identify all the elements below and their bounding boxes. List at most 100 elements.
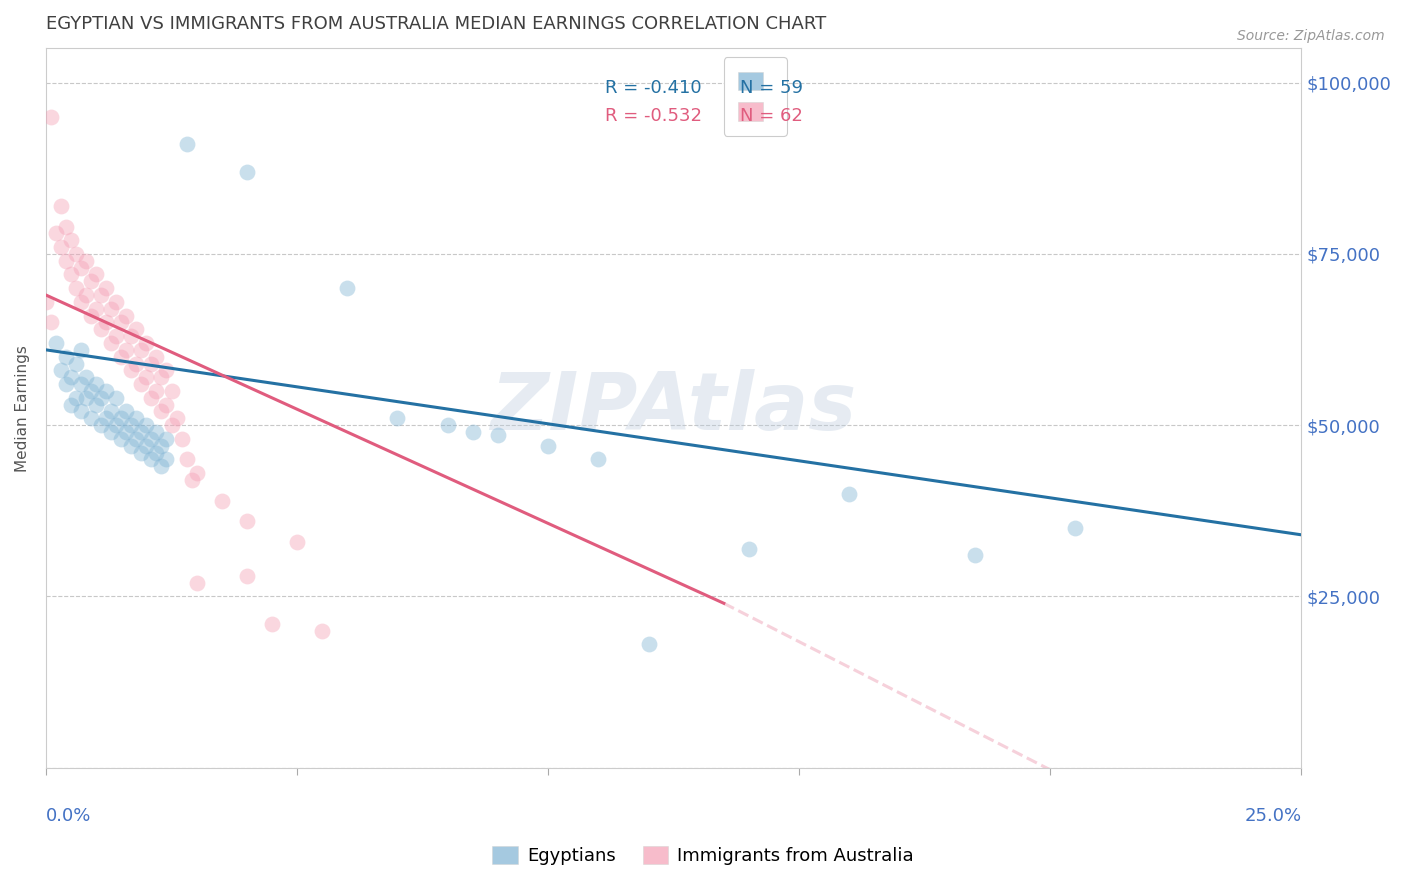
Point — [150, 439, 173, 453]
Point — [65, 357, 87, 371]
Point — [60, 268, 83, 282]
Point — [65, 247, 87, 261]
Point — [96, 281, 118, 295]
Point — [135, 439, 157, 453]
Point — [260, 616, 283, 631]
Text: Source: ZipAtlas.com: Source: ZipAtlas.com — [1237, 29, 1385, 43]
Text: R = -0.410: R = -0.410 — [605, 78, 702, 96]
Point — [84, 398, 107, 412]
Point — [100, 404, 122, 418]
Point — [838, 486, 860, 500]
Point — [84, 301, 107, 316]
Point — [141, 357, 163, 371]
Text: 25.0%: 25.0% — [1244, 807, 1302, 825]
Point — [166, 411, 188, 425]
Text: R = -0.532: R = -0.532 — [605, 107, 702, 126]
Point — [49, 363, 72, 377]
Point — [80, 274, 103, 288]
Point — [90, 288, 112, 302]
Point — [145, 445, 167, 459]
Point — [120, 329, 142, 343]
Point — [110, 411, 132, 425]
Point — [49, 199, 72, 213]
Point — [461, 425, 484, 439]
Point — [80, 411, 103, 425]
Point — [105, 418, 128, 433]
Point — [125, 411, 148, 425]
Point — [145, 384, 167, 398]
Point — [96, 384, 118, 398]
Point — [150, 459, 173, 474]
Point — [100, 336, 122, 351]
Point — [65, 281, 87, 295]
Point — [285, 534, 308, 549]
Point — [110, 432, 132, 446]
Point — [105, 329, 128, 343]
Point — [155, 398, 177, 412]
Point — [436, 418, 458, 433]
Point — [70, 260, 93, 275]
Point — [236, 514, 259, 528]
Point — [141, 391, 163, 405]
Point — [84, 268, 107, 282]
Point — [110, 315, 132, 329]
Point — [135, 370, 157, 384]
Point — [45, 336, 67, 351]
Point — [135, 418, 157, 433]
Point — [131, 377, 153, 392]
Point — [90, 391, 112, 405]
Point — [537, 439, 560, 453]
Point — [131, 343, 153, 357]
Point — [70, 294, 93, 309]
Point — [80, 309, 103, 323]
Point — [186, 575, 208, 590]
Point — [110, 350, 132, 364]
Point — [96, 315, 118, 329]
Point — [135, 336, 157, 351]
Point — [60, 233, 83, 247]
Point — [100, 301, 122, 316]
Point — [311, 624, 333, 638]
Point — [49, 240, 72, 254]
Y-axis label: Median Earnings: Median Earnings — [15, 344, 30, 472]
Point — [80, 384, 103, 398]
Point — [120, 363, 142, 377]
Point — [55, 253, 77, 268]
Point — [90, 418, 112, 433]
Point — [65, 391, 87, 405]
Text: 0.0%: 0.0% — [46, 807, 91, 825]
Point — [236, 165, 259, 179]
Point — [588, 452, 610, 467]
Point — [186, 466, 208, 480]
Point — [120, 439, 142, 453]
Point — [150, 370, 173, 384]
Point — [60, 370, 83, 384]
Point — [170, 432, 193, 446]
Point — [105, 294, 128, 309]
Point — [70, 377, 93, 392]
Point — [236, 569, 259, 583]
Point — [70, 343, 93, 357]
Point — [100, 425, 122, 439]
Point — [155, 363, 177, 377]
Point — [39, 110, 62, 124]
Point — [55, 350, 77, 364]
Text: N = 62: N = 62 — [740, 107, 803, 126]
Point — [145, 425, 167, 439]
Point — [55, 219, 77, 234]
Point — [115, 309, 138, 323]
Point — [75, 288, 97, 302]
Point — [105, 391, 128, 405]
Point — [963, 549, 986, 563]
Text: N = 59: N = 59 — [740, 78, 803, 96]
Point — [1064, 521, 1087, 535]
Point — [39, 315, 62, 329]
Point — [155, 432, 177, 446]
Point — [125, 322, 148, 336]
Point — [176, 452, 198, 467]
Point — [176, 137, 198, 152]
Point — [35, 294, 58, 309]
Text: ZIPAtlas: ZIPAtlas — [491, 369, 856, 447]
Point — [84, 377, 107, 392]
Text: EGYPTIAN VS IMMIGRANTS FROM AUSTRALIA MEDIAN EARNINGS CORRELATION CHART: EGYPTIAN VS IMMIGRANTS FROM AUSTRALIA ME… — [46, 15, 827, 33]
